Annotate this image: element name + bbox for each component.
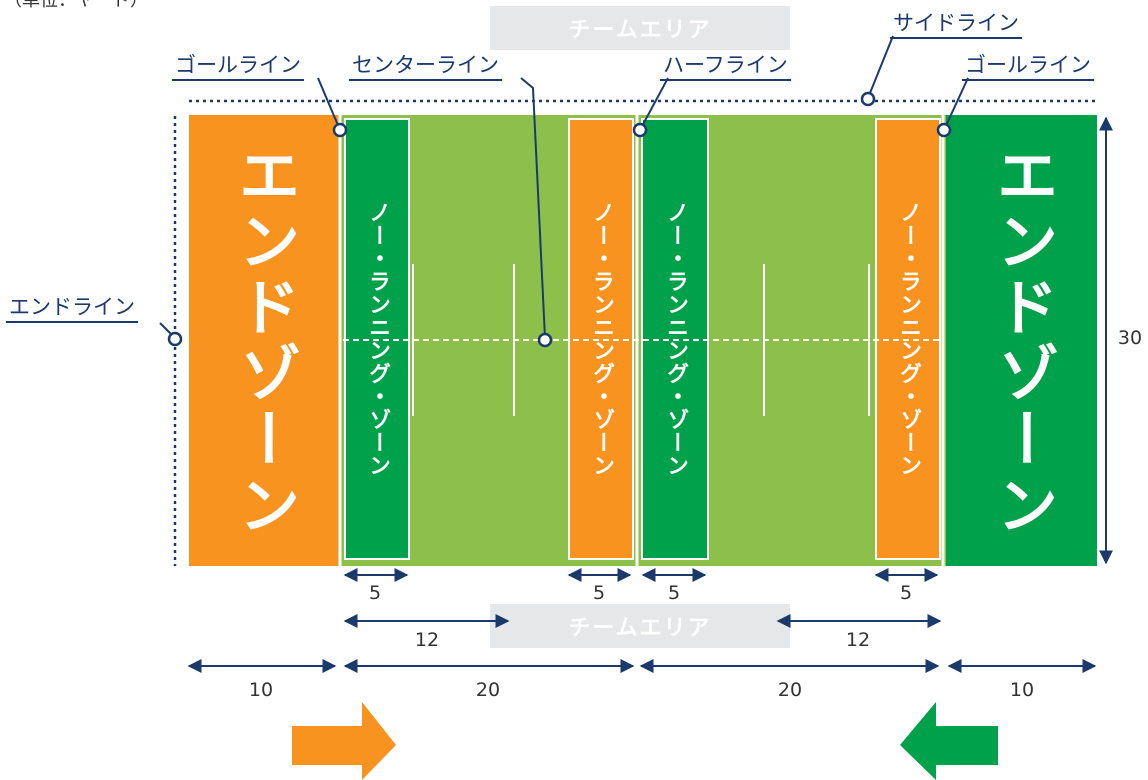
team-area-top: チームエリア (490, 6, 790, 50)
leader-goal-line-right (943, 77, 969, 131)
dim-nrz-1: 5 (368, 582, 382, 604)
dim-half-right: 20 (777, 679, 803, 701)
team-area-bottom: チームエリア (490, 604, 790, 648)
end-zone-left-label: エンドゾーン (227, 142, 301, 539)
pointer-half-line (632, 122, 648, 138)
leader-center-line (520, 77, 546, 339)
label-goal-line-left: ゴールライン (172, 52, 304, 81)
pointer-side-line (860, 91, 876, 107)
leader-half-line (639, 77, 669, 131)
pointer-end-line (167, 331, 183, 347)
dim-nrz-4: 5 (899, 582, 913, 604)
attack-direction-arrow-green (900, 702, 998, 780)
label-half-line: ハーフライン (660, 52, 791, 81)
dim-end-zone-right: 10 (1009, 679, 1035, 701)
end-zone-right-label: エンドゾーン (985, 142, 1059, 539)
dim-end-zone-left: 10 (248, 679, 274, 701)
pointer-goal-line-left (332, 122, 348, 138)
dim-field-width: 30 (1117, 327, 1143, 349)
label-side-line: サイドライン (890, 10, 1022, 39)
dim-half-left: 20 (475, 679, 501, 701)
label-goal-line-right: ゴールライン (962, 52, 1094, 81)
dim-nrz-2: 5 (592, 582, 606, 604)
unit-note: （単位：ヤード） (4, 0, 148, 11)
label-center-line: センターライン (349, 52, 502, 81)
pointer-goal-line-right (936, 122, 952, 138)
leader-side-line (867, 35, 894, 99)
end-zone-right: エンドゾーン (946, 115, 1097, 566)
end-zone-left: エンドゾーン (189, 115, 338, 566)
label-end-line: エンドライン (6, 294, 138, 323)
pointer-center-line (537, 332, 553, 348)
dim-to-nrz-right: 12 (845, 629, 871, 651)
dim-to-nrz-left: 12 (414, 629, 440, 651)
dim-nrz-3: 5 (667, 582, 681, 604)
attack-direction-arrow-orange (292, 702, 396, 780)
leader-goal-line-left (317, 77, 341, 131)
